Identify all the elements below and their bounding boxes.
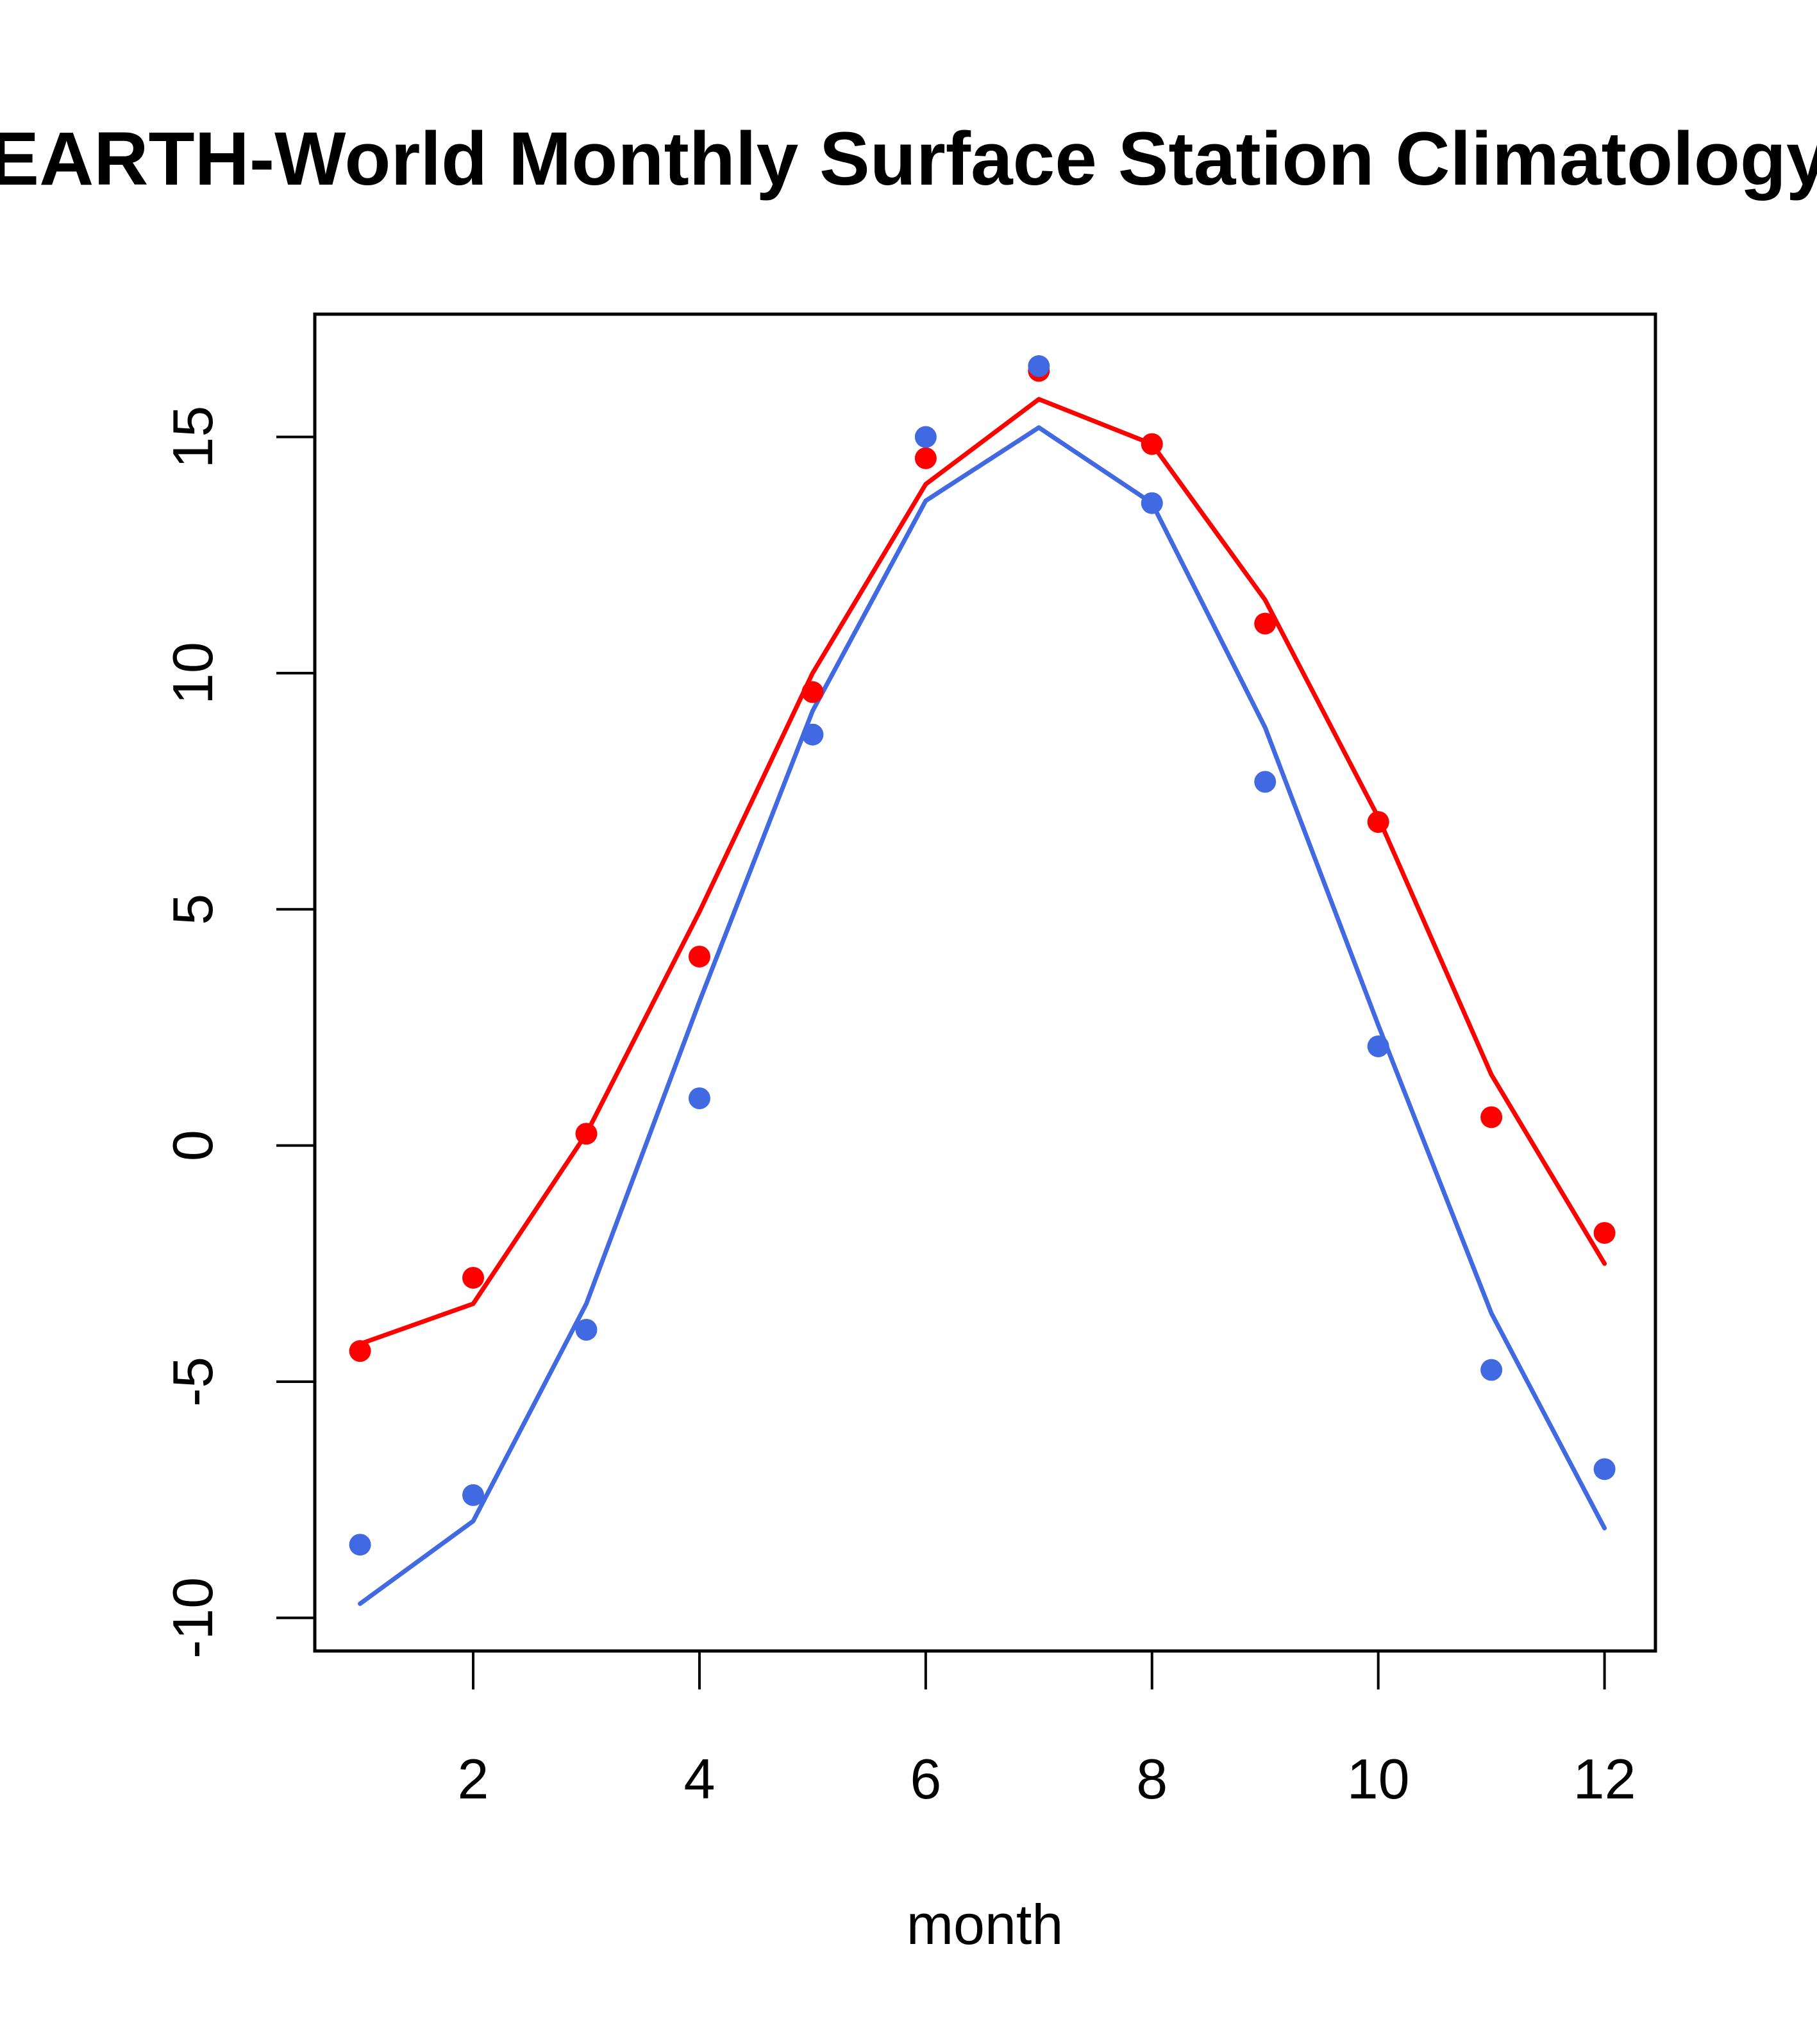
y-tick-label: 5: [161, 894, 224, 925]
red-point: [1367, 811, 1389, 834]
red-point: [914, 447, 937, 469]
x-tick-label: 8: [1136, 1747, 1168, 1811]
red-point: [1141, 433, 1163, 455]
y-tick-label: -5: [161, 1357, 224, 1407]
x-tick-label: 6: [910, 1747, 941, 1811]
blue-point: [349, 1534, 371, 1556]
chart-title: EARTH-World Monthly Surface Station Clim…: [0, 117, 1817, 201]
plot-frame: [313, 312, 1657, 1653]
blue-point: [914, 426, 937, 448]
x-tick-label: 10: [1347, 1747, 1410, 1811]
red-point: [575, 1123, 598, 1145]
x-axis: 2 4 6 8 10 12: [458, 1651, 1636, 1811]
blue-point: [1367, 1035, 1389, 1057]
red-line: [358, 397, 1607, 1346]
red-point: [462, 1266, 485, 1289]
blue-point: [1593, 1458, 1616, 1480]
y-tick-label: -10: [161, 1577, 224, 1659]
blue-point: [1254, 771, 1277, 793]
blue-point: [575, 1319, 598, 1341]
blue-point: [801, 723, 824, 746]
x-tick-label: 12: [1573, 1747, 1636, 1811]
y-axis: -10 -5 0 5 10 15: [161, 406, 315, 1659]
blue-line: [358, 425, 1607, 1606]
blue-point: [462, 1484, 485, 1506]
y-tick-label: 10: [161, 642, 224, 705]
red-point: [349, 1340, 371, 1362]
x-axis-label: month: [907, 1893, 1064, 1956]
x-tick-label: 2: [458, 1747, 489, 1811]
red-point: [1593, 1221, 1616, 1244]
x-tick-label: 4: [683, 1747, 715, 1811]
plot-area: [349, 355, 1616, 1606]
y-tick-label: 0: [161, 1130, 224, 1161]
red-point: [688, 945, 710, 968]
blue-point: [688, 1087, 710, 1110]
y-tick-label: 15: [161, 406, 224, 469]
blue-point: [1028, 355, 1050, 378]
red-point: [1254, 612, 1277, 635]
red-point: [1480, 1106, 1503, 1128]
red-point: [801, 681, 824, 703]
blue-point: [1141, 492, 1163, 514]
blue-point: [1480, 1359, 1503, 1381]
